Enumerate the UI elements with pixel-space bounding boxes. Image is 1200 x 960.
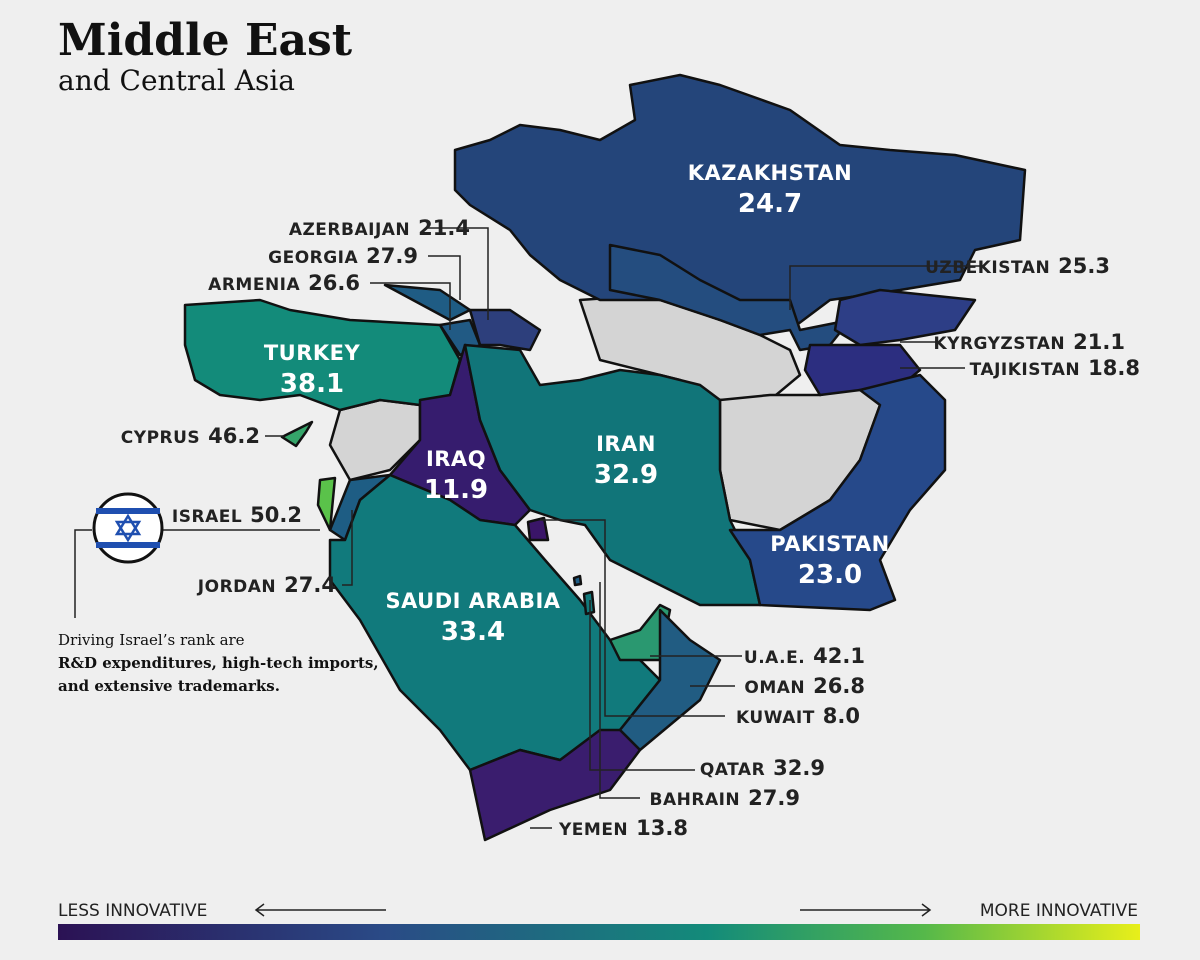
country-label: IRAQ 11.9 <box>424 447 488 505</box>
country-name: JORDAN <box>197 577 276 597</box>
country-name: SAUDI ARABIA <box>385 589 560 613</box>
arrow-left <box>254 903 386 917</box>
country-score: 38.1 <box>280 369 344 399</box>
note: Driving Israel’s rank are R&D expenditur… <box>58 631 383 695</box>
country-name: GEORGIA <box>268 248 358 268</box>
country-label: QATAR 32.9 <box>700 756 825 780</box>
country-label: KYRGYZSTAN 21.1 <box>933 330 1125 354</box>
country-shape <box>526 516 550 542</box>
country-name: UZBEKISTAN <box>925 258 1050 278</box>
country-label: BAHRAIN 27.9 <box>650 786 800 810</box>
subtitle: and Central Asia <box>58 64 295 97</box>
country-name: TAJIKISTAN <box>970 360 1081 380</box>
legend-left: LESS INNOVATIVE <box>58 901 207 921</box>
country-label: TURKEY 38.1 <box>264 341 361 399</box>
country-score: 23.0 <box>798 560 862 590</box>
country-score: 25.3 <box>1058 254 1110 278</box>
country-score: 24.7 <box>738 189 802 219</box>
country-name: KUWAIT <box>736 708 815 728</box>
country-label: JORDAN 27.4 <box>197 573 336 597</box>
country-score: 26.8 <box>813 674 865 698</box>
country-name: KAZAKHSTAN <box>688 161 853 185</box>
country-name: YEMEN <box>558 820 628 840</box>
country-name: PAKISTAN <box>770 532 889 556</box>
country-shape <box>618 608 722 752</box>
country-name: QATAR <box>700 760 765 780</box>
leader-line <box>370 282 451 330</box>
country-shape <box>728 373 947 612</box>
country-shape <box>280 420 314 448</box>
country-label: UZBEKISTAN 25.3 <box>925 254 1110 278</box>
country-name: ARMENIA <box>208 275 300 295</box>
country-shape <box>582 590 596 616</box>
leader-line <box>428 255 461 300</box>
color-scale <box>58 924 1140 940</box>
country-label: OMAN 26.8 <box>744 674 865 698</box>
leader-line <box>589 600 695 771</box>
country-shape <box>383 283 472 322</box>
country-name: CYPRUS <box>121 428 200 448</box>
country-name: IRAQ <box>426 447 486 471</box>
country-name: KYRGYZSTAN <box>933 334 1065 354</box>
country-score: 26.6 <box>308 271 360 295</box>
country-name: ISRAEL <box>172 507 242 527</box>
country-name: BAHRAIN <box>650 790 741 810</box>
country-label: SAUDI ARABIA 33.4 <box>385 589 560 647</box>
country-shape <box>468 728 642 842</box>
country-score: 32.9 <box>773 756 825 780</box>
country-score: 13.8 <box>636 816 688 840</box>
country-score: 46.2 <box>208 424 260 448</box>
title: Middle East <box>58 15 353 66</box>
country-score: 27.4 <box>284 573 336 597</box>
unranked-countries <box>328 293 882 532</box>
leader-line <box>342 510 353 586</box>
country-name: OMAN <box>744 678 805 698</box>
country-label: ISRAEL 50.2 <box>172 503 302 527</box>
leader-line <box>789 265 985 310</box>
country-score: 11.9 <box>424 475 488 505</box>
leader-line <box>599 582 640 799</box>
country-label: GEORGIA 27.9 <box>268 244 418 268</box>
country-label: IRAN 32.9 <box>594 432 658 490</box>
note-text: Driving Israel’s rank are <box>58 631 245 649</box>
country-score: 27.9 <box>748 786 800 810</box>
country-label: ARMENIA 26.6 <box>208 271 360 295</box>
country-shape <box>183 298 462 412</box>
note-bold-2: and extensive trademarks. <box>58 677 280 695</box>
country-label: YEMEN 13.8 <box>558 816 688 840</box>
country-score: 33.4 <box>441 617 505 647</box>
country-name: U.A.E. <box>744 648 805 668</box>
note-leader <box>74 529 92 618</box>
arrow-right <box>800 903 932 917</box>
israel-flag <box>92 492 164 564</box>
country-name: TURKEY <box>264 341 361 365</box>
country-label: TAJIKISTAN 18.8 <box>970 356 1140 380</box>
country-shape <box>833 288 977 347</box>
country-score: 18.8 <box>1088 356 1140 380</box>
leader-line <box>540 519 725 717</box>
country-name: IRAN <box>596 432 656 456</box>
country-label: KUWAIT 8.0 <box>736 704 860 728</box>
country-shape <box>608 603 672 662</box>
legend-right: MORE INNOVATIVE <box>980 901 1138 921</box>
country-label: AZERBAIJAN 21.4 <box>289 216 470 240</box>
country-score: 21.4 <box>418 216 470 240</box>
country-score: 8.0 <box>823 704 860 728</box>
country-label: PAKISTAN 23.0 <box>770 532 889 590</box>
note-bold-1: R&D expenditures, high-tech imports, <box>58 654 379 672</box>
country-label: U.A.E. 42.1 <box>744 644 865 668</box>
leader-line <box>428 227 489 320</box>
country-shape <box>572 574 583 587</box>
country-score: 27.9 <box>366 244 418 268</box>
country-score: 42.1 <box>813 644 865 668</box>
country-name: AZERBAIJAN <box>289 220 410 240</box>
country-score: 50.2 <box>250 503 302 527</box>
country-score: 32.9 <box>594 460 658 490</box>
country-label: CYPRUS 46.2 <box>121 424 260 448</box>
country-score: 21.1 <box>1073 330 1125 354</box>
country-shape <box>388 343 532 527</box>
country-label: KAZAKHSTAN 24.7 <box>688 161 853 219</box>
